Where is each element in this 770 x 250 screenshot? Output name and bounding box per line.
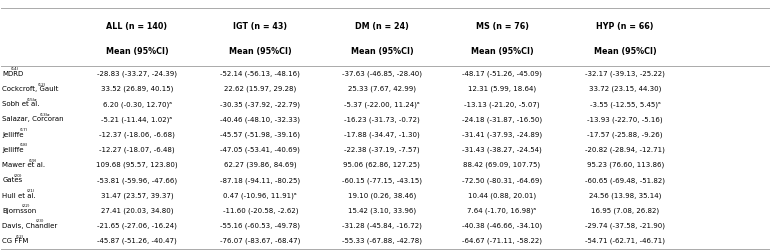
Text: Cockcroft, Gault: Cockcroft, Gault xyxy=(2,86,59,92)
Text: 95.23 (76.60, 113.86): 95.23 (76.60, 113.86) xyxy=(587,162,664,168)
Text: 27.41 (20.03, 34.80): 27.41 (20.03, 34.80) xyxy=(101,208,173,214)
Text: -47.05 (-53.41, -40.69): -47.05 (-53.41, -40.69) xyxy=(220,147,300,153)
Text: -87.18 (-94.11, -80.25): -87.18 (-94.11, -80.25) xyxy=(220,177,300,184)
Text: -31.41 (-37.93, -24.89): -31.41 (-37.93, -24.89) xyxy=(462,132,542,138)
Text: (15): (15) xyxy=(26,98,35,102)
Text: 6.20 (-0.30, 12.70)ᵃ: 6.20 (-0.30, 12.70)ᵃ xyxy=(102,101,172,107)
Text: -31.28 (-45.84, -16.72): -31.28 (-45.84, -16.72) xyxy=(342,223,422,229)
Text: a: a xyxy=(47,113,49,117)
Text: -40.38 (-46.66, -34.10): -40.38 (-46.66, -34.10) xyxy=(462,223,542,229)
Text: -29.74 (-37.58, -21.90): -29.74 (-37.58, -21.90) xyxy=(585,223,665,229)
Text: DM (n = 24): DM (n = 24) xyxy=(355,22,409,31)
Text: -5.37 (-22.00, 11.24)ᵃ: -5.37 (-22.00, 11.24)ᵃ xyxy=(344,101,420,107)
Text: Jelliffe: Jelliffe xyxy=(2,132,24,138)
Text: -52.14 (-56.13, -48.16): -52.14 (-56.13, -48.16) xyxy=(220,70,300,77)
Text: -64.67 (-71.11, -58.22): -64.67 (-71.11, -58.22) xyxy=(462,238,542,244)
Text: -3.55 (-12.55, 5.45)ᵃ: -3.55 (-12.55, 5.45)ᵃ xyxy=(590,101,661,107)
Text: Jelliffe: Jelliffe xyxy=(2,147,24,153)
Text: (18): (18) xyxy=(20,143,28,147)
Text: -30.35 (-37.92, -22.79): -30.35 (-37.92, -22.79) xyxy=(220,101,300,107)
Text: Mean (95%CI): Mean (95%CI) xyxy=(470,47,534,56)
Text: -12.27 (-18.07, -6.48): -12.27 (-18.07, -6.48) xyxy=(99,147,175,153)
Text: Davis, Chandler: Davis, Chandler xyxy=(2,223,58,229)
Text: Bjornsson: Bjornsson xyxy=(2,208,36,214)
Text: -28.83 (-33.27, -24.39): -28.83 (-33.27, -24.39) xyxy=(97,70,177,77)
Text: -60.65 (-69.48, -51.82): -60.65 (-69.48, -51.82) xyxy=(585,177,665,184)
Text: 88.42 (69.09, 107.75): 88.42 (69.09, 107.75) xyxy=(464,162,541,168)
Text: -22.38 (-37.19, -7.57): -22.38 (-37.19, -7.57) xyxy=(344,147,420,153)
Text: Salazar, Corcoran: Salazar, Corcoran xyxy=(2,116,64,122)
Text: 109.68 (95.57, 123.80): 109.68 (95.57, 123.80) xyxy=(96,162,178,168)
Text: -20.82 (-28.94, -12.71): -20.82 (-28.94, -12.71) xyxy=(585,147,665,153)
Text: (20): (20) xyxy=(13,174,22,178)
Text: 7.64 (-1.70, 16.98)ᵃ: 7.64 (-1.70, 16.98)ᵃ xyxy=(467,208,537,214)
Text: (22): (22) xyxy=(22,204,31,208)
Text: -24.18 (-31.87, -16.50): -24.18 (-31.87, -16.50) xyxy=(462,116,542,123)
Text: 10.44 (0.88, 20.01): 10.44 (0.88, 20.01) xyxy=(468,192,536,199)
Text: 19.10 (0.26, 38.46): 19.10 (0.26, 38.46) xyxy=(348,192,416,199)
Text: 22.62 (15.97, 29.28): 22.62 (15.97, 29.28) xyxy=(224,86,296,92)
Text: 12.31 (5.99, 18.64): 12.31 (5.99, 18.64) xyxy=(468,86,536,92)
Text: (12): (12) xyxy=(38,82,45,86)
Text: -11.60 (-20.58, -2.62): -11.60 (-20.58, -2.62) xyxy=(223,208,298,214)
Text: 0.47 (-10.96, 11.91)ᵃ: 0.47 (-10.96, 11.91)ᵃ xyxy=(223,192,297,199)
Text: -17.57 (-25.88, -9.26): -17.57 (-25.88, -9.26) xyxy=(588,132,663,138)
Text: -55.33 (-67.88, -42.78): -55.33 (-67.88, -42.78) xyxy=(342,238,422,244)
Text: -21.65 (-27.06, -16.24): -21.65 (-27.06, -16.24) xyxy=(97,223,177,229)
Text: (17): (17) xyxy=(20,128,28,132)
Text: Mean (95%CI): Mean (95%CI) xyxy=(229,47,292,56)
Text: -13.13 (-21.20, -5.07): -13.13 (-21.20, -5.07) xyxy=(464,101,540,107)
Text: -48.17 (-51.26, -45.09): -48.17 (-51.26, -45.09) xyxy=(462,70,542,77)
Text: -37.63 (-46.85, -28.40): -37.63 (-46.85, -28.40) xyxy=(342,70,422,77)
Text: MDRD: MDRD xyxy=(2,71,24,77)
Text: (14): (14) xyxy=(11,67,19,71)
Text: Mean (95%CI): Mean (95%CI) xyxy=(105,47,169,56)
Text: (13): (13) xyxy=(39,113,48,117)
Text: 25.33 (7.67, 42.99): 25.33 (7.67, 42.99) xyxy=(348,86,416,92)
Text: 24.56 (13.98, 35.14): 24.56 (13.98, 35.14) xyxy=(589,192,661,199)
Text: 16.95 (7.08, 26.82): 16.95 (7.08, 26.82) xyxy=(591,208,659,214)
Text: (12): (12) xyxy=(15,234,24,238)
Text: MS (n = 76): MS (n = 76) xyxy=(476,22,528,31)
Text: HYP (n = 66): HYP (n = 66) xyxy=(597,22,654,31)
Text: (23): (23) xyxy=(35,220,44,224)
Text: Hull et al.: Hull et al. xyxy=(2,192,36,198)
Text: a: a xyxy=(34,98,36,102)
Text: -31.43 (-38.27, -24.54): -31.43 (-38.27, -24.54) xyxy=(462,147,542,153)
Text: -55.16 (-60.53, -49.78): -55.16 (-60.53, -49.78) xyxy=(220,223,300,229)
Text: -60.15 (-77.15, -43.15): -60.15 (-77.15, -43.15) xyxy=(342,177,422,184)
Text: -45.57 (-51.98, -39.16): -45.57 (-51.98, -39.16) xyxy=(220,132,300,138)
Text: Mawer et al.: Mawer et al. xyxy=(2,162,45,168)
Text: 33.72 (23.15, 44.30): 33.72 (23.15, 44.30) xyxy=(589,86,661,92)
Text: CG FFM: CG FFM xyxy=(2,238,28,244)
Text: IGT (n = 43): IGT (n = 43) xyxy=(233,22,287,31)
Text: 31.47 (23.57, 39.37): 31.47 (23.57, 39.37) xyxy=(101,192,173,199)
Text: -53.81 (-59.96, -47.66): -53.81 (-59.96, -47.66) xyxy=(97,177,177,184)
Text: 95.06 (62.86, 127.25): 95.06 (62.86, 127.25) xyxy=(343,162,420,168)
Text: ALL (n = 140): ALL (n = 140) xyxy=(106,22,168,31)
Text: -54.71 (-62.71, -46.71): -54.71 (-62.71, -46.71) xyxy=(585,238,665,244)
Text: -40.46 (-48.10, -32.33): -40.46 (-48.10, -32.33) xyxy=(220,116,300,123)
Text: -5.21 (-11.44, 1.02)ᵃ: -5.21 (-11.44, 1.02)ᵃ xyxy=(102,116,172,123)
Text: 62.27 (39.86, 84.69): 62.27 (39.86, 84.69) xyxy=(224,162,296,168)
Text: (21): (21) xyxy=(26,189,35,193)
Text: Mean (95%CI): Mean (95%CI) xyxy=(350,47,413,56)
Text: -76.07 (-83.67, -68.47): -76.07 (-83.67, -68.47) xyxy=(220,238,300,244)
Text: (19): (19) xyxy=(28,158,37,162)
Text: Mean (95%CI): Mean (95%CI) xyxy=(594,47,657,56)
Text: -16.23 (-31.73, -0.72): -16.23 (-31.73, -0.72) xyxy=(344,116,420,123)
Text: -32.17 (-39.13, -25.22): -32.17 (-39.13, -25.22) xyxy=(585,70,665,77)
Text: -13.93 (-22.70, -5.16): -13.93 (-22.70, -5.16) xyxy=(588,116,663,123)
Text: -45.87 (-51.26, -40.47): -45.87 (-51.26, -40.47) xyxy=(97,238,177,244)
Text: Sobh et al.: Sobh et al. xyxy=(2,101,40,107)
Text: Gates: Gates xyxy=(2,177,22,183)
Text: 15.42 (3.10, 33.96): 15.42 (3.10, 33.96) xyxy=(348,208,416,214)
Text: -72.50 (-80.31, -64.69): -72.50 (-80.31, -64.69) xyxy=(462,177,542,184)
Text: 33.52 (26.89, 40.15): 33.52 (26.89, 40.15) xyxy=(101,86,173,92)
Text: -12.37 (-18.06, -6.68): -12.37 (-18.06, -6.68) xyxy=(99,132,175,138)
Text: -17.88 (-34.47, -1.30): -17.88 (-34.47, -1.30) xyxy=(344,132,420,138)
